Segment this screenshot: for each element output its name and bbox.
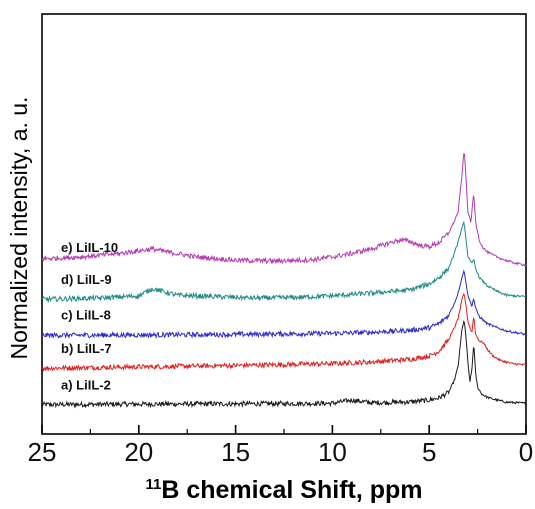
x-axis-title-text: B chemical Shift, ppm (161, 476, 422, 504)
series-label-2: b) LiIL-7 (61, 341, 112, 356)
x-tick-label-5: 5 (422, 437, 436, 467)
series-label-layer: a) LiIL-2 b) LiIL-7 c) LiIL-8 d) LiIL-9 e) L… (61, 240, 118, 393)
x-tick-label-0: 0 (519, 437, 533, 467)
series-line-5 (41, 152, 527, 267)
x-axis-title: 11B chemical Shift, ppm (145, 476, 422, 504)
series-layer (41, 152, 527, 409)
x-tick-label-15: 15 (221, 437, 250, 467)
x-axis-title-superscript: 11 (145, 476, 161, 493)
series-label-4: d) LiIL-9 (61, 272, 112, 287)
x-axis-ticks: 25 20 15 10 5 0 (28, 425, 533, 467)
series-label-3: c) LiIL-8 (61, 307, 111, 322)
series-label-5: e) LiIL-10 (61, 240, 118, 255)
series-line-2 (41, 293, 527, 373)
x-tick-label-10: 10 (318, 437, 347, 467)
y-axis-title: Normalized intensity, a. u. (6, 97, 32, 360)
x-tick-label-25: 25 (28, 437, 57, 467)
series-line-4 (41, 220, 526, 304)
series-label-1: a) LiIL-2 (61, 378, 111, 393)
series-line-1 (41, 319, 527, 409)
series-line-3 (41, 269, 527, 340)
x-tick-label-20: 20 (124, 437, 153, 467)
